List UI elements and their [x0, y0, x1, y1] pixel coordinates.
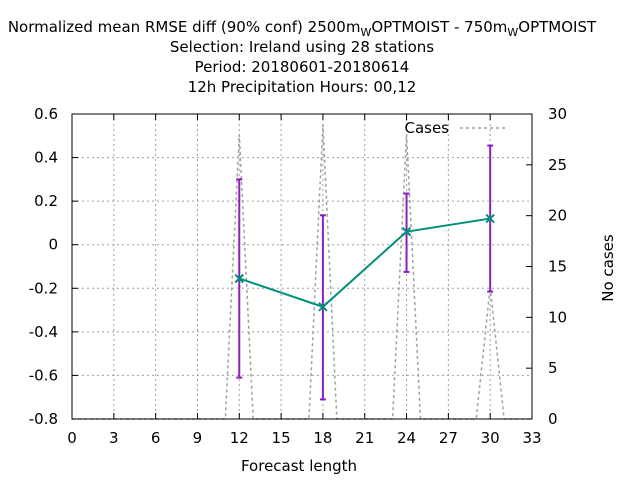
- title-line-4: 12h Precipitation Hours: 00,12: [188, 78, 417, 96]
- data-point-marker: [485, 213, 495, 224]
- data-point: [485, 213, 495, 224]
- legend: Cases: [404, 119, 506, 137]
- y2-tick-label: 10: [548, 308, 567, 326]
- title-part: OPTMOIST - 750m: [371, 18, 507, 36]
- title-part: Normalized mean RMSE diff (90% conf) 250…: [8, 18, 361, 36]
- x-tick-label: 15: [272, 429, 291, 447]
- title-subscript: W: [507, 26, 518, 39]
- y-tick-label: 0.2: [34, 192, 58, 210]
- y-tick-label: 0.6: [34, 105, 58, 123]
- title-line-1: Normalized mean RMSE diff (90% conf) 250…: [8, 18, 597, 39]
- y-tick-label: -0.8: [29, 410, 58, 428]
- title-line-2: Selection: Ireland using 28 stations: [170, 38, 434, 56]
- y2-tick-label: 25: [548, 156, 567, 174]
- y2-tick-label: 30: [548, 105, 567, 123]
- x-tick-label: 21: [355, 429, 374, 447]
- x-axis-label: Forecast length: [241, 457, 357, 475]
- cases-series: [72, 124, 532, 420]
- title-part: Period: 20180601-20180614: [195, 58, 410, 76]
- y-tick-label: -0.4: [29, 323, 58, 341]
- data-point: [318, 302, 328, 312]
- title-part: 12h Precipitation Hours: 00,12: [188, 78, 417, 96]
- x-tick-label: 18: [313, 429, 332, 447]
- x-tick-label: 3: [109, 429, 119, 447]
- data-point: [234, 273, 244, 284]
- data-point-marker: [318, 302, 328, 312]
- cases-line: [72, 124, 532, 420]
- data-point: [401, 226, 412, 237]
- y2-tick-label: 5: [548, 359, 558, 377]
- rmse-diff-series: [234, 144, 495, 401]
- legend-label-cases: Cases: [404, 119, 449, 137]
- x-tick-label: 0: [67, 429, 77, 447]
- x-tick-label: 9: [193, 429, 203, 447]
- plot-frame: [71, 113, 533, 420]
- axis-ticks: 0 3 6 9 12 15 18 21 24 27 30 33 -0.8 -0.6 -0.4 -0.2 0 0.2…: [29, 105, 567, 447]
- y-tick-label: -0.2: [29, 279, 58, 297]
- title-part: Selection: Ireland using 28 stations: [170, 38, 434, 56]
- x-tick-label: 30: [481, 429, 500, 447]
- grid: [72, 114, 532, 419]
- x-tick-label: 24: [397, 429, 416, 447]
- y-tick-label: -0.6: [29, 366, 58, 384]
- y-tick-label: 0.4: [34, 149, 58, 167]
- x-tick-label: 6: [151, 429, 161, 447]
- rmse-diff-line: [238, 217, 491, 308]
- y2-tick-label: 0: [548, 410, 558, 428]
- data-point-marker: [401, 226, 412, 237]
- y2-tick-label: 15: [548, 258, 567, 276]
- y2-axis-label: No cases: [599, 234, 617, 302]
- y-tick-label: 0: [48, 236, 58, 254]
- x-tick-label: 12: [230, 429, 249, 447]
- chart-title: Normalized mean RMSE diff (90% conf) 250…: [8, 18, 597, 96]
- title-subscript: W: [360, 26, 371, 39]
- x-tick-label: 33: [522, 429, 541, 447]
- title-line-3: Period: 20180601-20180614: [195, 58, 410, 76]
- title-part: OPTMOIST: [518, 18, 597, 36]
- x-tick-label: 27: [439, 429, 458, 447]
- data-point-marker: [234, 273, 244, 284]
- y2-tick-label: 20: [548, 207, 567, 225]
